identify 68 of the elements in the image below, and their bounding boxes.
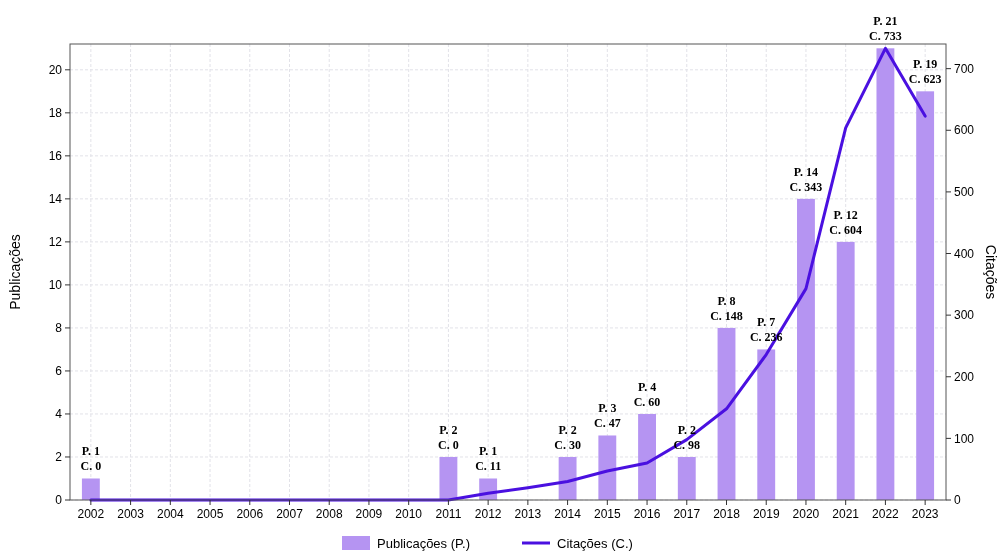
bar (677, 456, 696, 500)
data-label: P. 12 C. 604 (829, 207, 863, 237)
bar (598, 435, 617, 500)
bar (757, 349, 776, 500)
data-label: P. 1 C. 0 (80, 444, 102, 474)
x-tick-label: 2015 (593, 507, 621, 521)
x-tick-label: 2007 (276, 507, 304, 521)
x-tick-label: 2002 (77, 507, 105, 521)
y2-axis-title: Citações (983, 244, 999, 300)
data-label: P. 1 C. 11 (475, 444, 502, 474)
y2-tick-label: 400 (954, 246, 975, 261)
bar (916, 91, 935, 500)
data-label: P. 21 C. 733 (869, 14, 902, 44)
y-tick-label: 10 (48, 278, 63, 293)
y-tick-label: 14 (48, 192, 63, 207)
y2-tick-label: 600 (954, 123, 975, 138)
bar (717, 327, 736, 500)
x-tick-label: 2022 (872, 507, 900, 521)
bar (439, 456, 458, 500)
x-tick-label: 2008 (315, 507, 343, 521)
y2-tick-label: 100 (954, 431, 975, 446)
x-tick-label: 2011 (435, 507, 462, 521)
bar (638, 413, 656, 500)
x-tick-label: 2014 (554, 507, 582, 521)
x-tick-label: 2012 (474, 507, 502, 521)
bar (797, 198, 815, 500)
data-label: P. 4 C. 60 (633, 379, 661, 409)
data-label: P. 3 C. 47 (593, 401, 621, 431)
y-tick-label: 6 (55, 364, 63, 379)
x-tick-label: 2010 (395, 507, 423, 521)
x-tick-label: 2013 (514, 507, 542, 521)
x-tick-label: 2018 (713, 507, 741, 521)
legend-label: Citações (C.) (557, 536, 633, 551)
x-tick-label: 2023 (911, 507, 939, 521)
x-tick-label: 2020 (792, 507, 820, 521)
bar (81, 478, 100, 500)
y2-tick-label: 0 (954, 493, 961, 508)
y2-tick-label: 700 (954, 61, 975, 76)
data-label: P. 2 C. 0 (438, 422, 459, 452)
bar (836, 241, 855, 500)
x-tick-label: 2009 (355, 507, 383, 521)
x-tick-label: 2021 (832, 507, 860, 521)
y-tick-label: 8 (55, 321, 63, 336)
x-tick-label: 2019 (752, 507, 780, 521)
y-tick-label: 2 (55, 450, 63, 465)
y2-tick-label: 300 (954, 308, 975, 323)
y-axis-title: Publicações (7, 234, 23, 310)
y-tick-label: 0 (55, 493, 63, 508)
y-tick-label: 16 (48, 149, 63, 164)
legend-label: Publicações (P.) (377, 536, 470, 551)
y-tick-label: 18 (48, 106, 63, 121)
x-tick-label: 2016 (633, 507, 661, 521)
x-tick-label: 2006 (236, 507, 264, 521)
bar (876, 48, 895, 500)
data-label: P. 14 C. 343 (789, 164, 823, 194)
x-tick-label: 2005 (196, 507, 224, 521)
x-tick-label: 2017 (673, 507, 701, 521)
y2-tick-label: 500 (954, 185, 975, 200)
bar (558, 456, 577, 500)
data-label: P. 19 C. 623 (908, 57, 942, 87)
y-tick-label: 20 (48, 63, 63, 78)
x-tick-label: 2004 (156, 507, 184, 521)
y2-tick-label: 200 (954, 369, 975, 384)
y-tick-label: 12 (48, 235, 63, 250)
data-label: P. 2 C. 30 (554, 422, 581, 452)
data-label: P. 8 C. 148 (710, 293, 743, 323)
x-tick-label: 2003 (117, 507, 145, 521)
y-tick-label: 4 (55, 407, 63, 422)
